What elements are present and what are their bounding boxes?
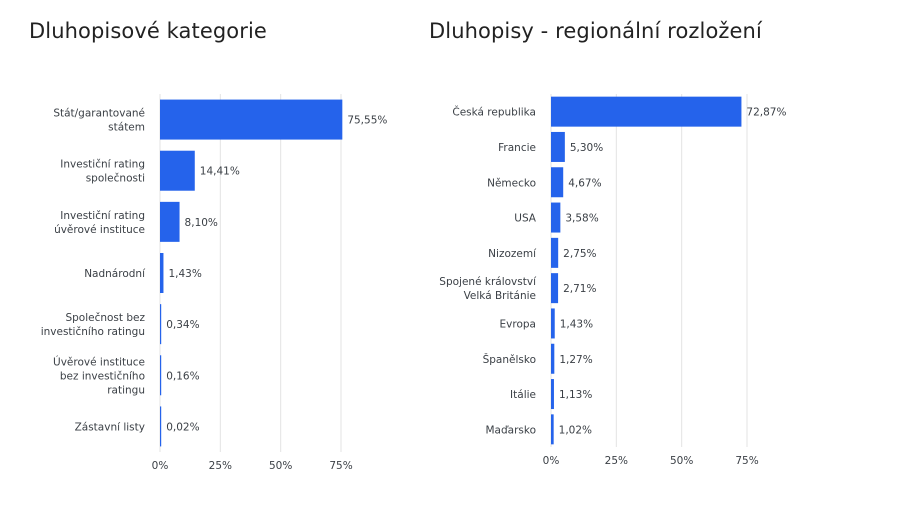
- bond-categories-category-label-4: Nadnárodní: [84, 268, 146, 280]
- bond-categories-category-label-1: Stát/garantované státem: [53, 108, 145, 134]
- regional-bar-2: [551, 131, 565, 162]
- regional-category-label-10: Maďarsko: [485, 424, 536, 436]
- bond-categories-category-label-3: Investiční rating úvěrové instituce: [54, 210, 145, 236]
- regional-value-label-7: 1,43%: [560, 318, 593, 330]
- regional-category-label-7: Evropa: [500, 318, 536, 330]
- regional-bar-3: [551, 167, 564, 198]
- chart-title-bond-categories: Dluhopisové kategorie: [29, 19, 267, 43]
- bond-categories-x-tick-label-3: 50%: [269, 460, 292, 472]
- bond-categories-bar-7: [160, 406, 162, 447]
- regional-category-label-5: Nizozemí: [488, 248, 537, 260]
- bond-categories-value-label-4: 1,43%: [168, 268, 201, 280]
- regional-value-label-1: 72,87%: [746, 107, 786, 119]
- regional-value-label-6: 2,71%: [563, 283, 596, 295]
- regional-bar-4: [551, 202, 561, 233]
- regional-category-label-6: Spojené království Velká Británie: [439, 276, 537, 302]
- regional-value-label-10: 1,02%: [559, 424, 592, 436]
- bond-categories-bar-1: [160, 99, 343, 140]
- regional-value-label-9: 1,13%: [559, 389, 592, 401]
- bond-categories-category-label-2: Investiční rating společnosti: [60, 159, 145, 185]
- regional-x-tick-label-1: 0%: [543, 455, 560, 467]
- regional-bar-6: [551, 273, 559, 304]
- regional-bar-7: [551, 308, 555, 339]
- bond-categories-value-label-7: 0,02%: [166, 421, 199, 433]
- regional-bar-1: [551, 96, 742, 127]
- regional-category-label-9: Itálie: [510, 389, 536, 401]
- bond-categories-value-label-6: 0,16%: [166, 370, 199, 382]
- bond-categories-x-tick-label-2: 25%: [209, 460, 232, 472]
- regional-bar-8: [551, 343, 555, 374]
- regional-x-tick-label-4: 75%: [735, 455, 758, 467]
- bond-categories-category-label-7: Zástavní listy: [75, 421, 145, 433]
- bond-categories-category-label-6: Úvěrové instituce bez investičního ratingu: [53, 355, 145, 396]
- bond-categories-value-label-1: 75,55%: [347, 115, 387, 127]
- regional-bar-5: [551, 237, 559, 268]
- bond-categories-value-label-2: 14,41%: [200, 166, 240, 178]
- regional-bar-9: [551, 379, 554, 410]
- bond-categories-x-tick-label-1: 0%: [152, 460, 169, 472]
- bond-categories-bar-3: [160, 201, 180, 242]
- bond-categories-bar-4: [160, 253, 164, 293]
- bond-categories-bar-5: [160, 304, 162, 345]
- regional-category-label-2: Francie: [498, 142, 536, 154]
- regional-category-label-8: Španělsko: [483, 353, 536, 366]
- regional-value-label-3: 4,67%: [568, 177, 601, 189]
- regional-bar-10: [551, 414, 554, 445]
- regional-value-label-4: 3,58%: [565, 213, 598, 225]
- regional-value-label-2: 5,30%: [570, 142, 603, 154]
- bond-categories-bar-6: [160, 355, 162, 396]
- regional-category-label-3: Německo: [487, 177, 536, 189]
- regional-x-tick-label-2: 25%: [605, 455, 628, 467]
- bond-categories-value-label-5: 0,34%: [166, 319, 199, 331]
- regional-value-label-8: 1,27%: [559, 354, 592, 366]
- chart-title-regional-breakdown: Dluhopisy - regionální rozložení: [429, 19, 762, 43]
- bond-categories-x-tick-label-4: 75%: [329, 460, 352, 472]
- regional-value-label-5: 2,75%: [563, 248, 596, 260]
- regional-category-label-4: USA: [514, 213, 537, 225]
- bond-categories-bar-2: [160, 150, 195, 191]
- regional-category-label-1: Česká republika: [452, 106, 536, 119]
- regional-x-tick-label-3: 50%: [670, 455, 693, 467]
- bond-categories-category-label-5: Společnost bez investičního ratingu: [41, 312, 146, 338]
- bond-categories-value-label-3: 8,10%: [185, 217, 218, 229]
